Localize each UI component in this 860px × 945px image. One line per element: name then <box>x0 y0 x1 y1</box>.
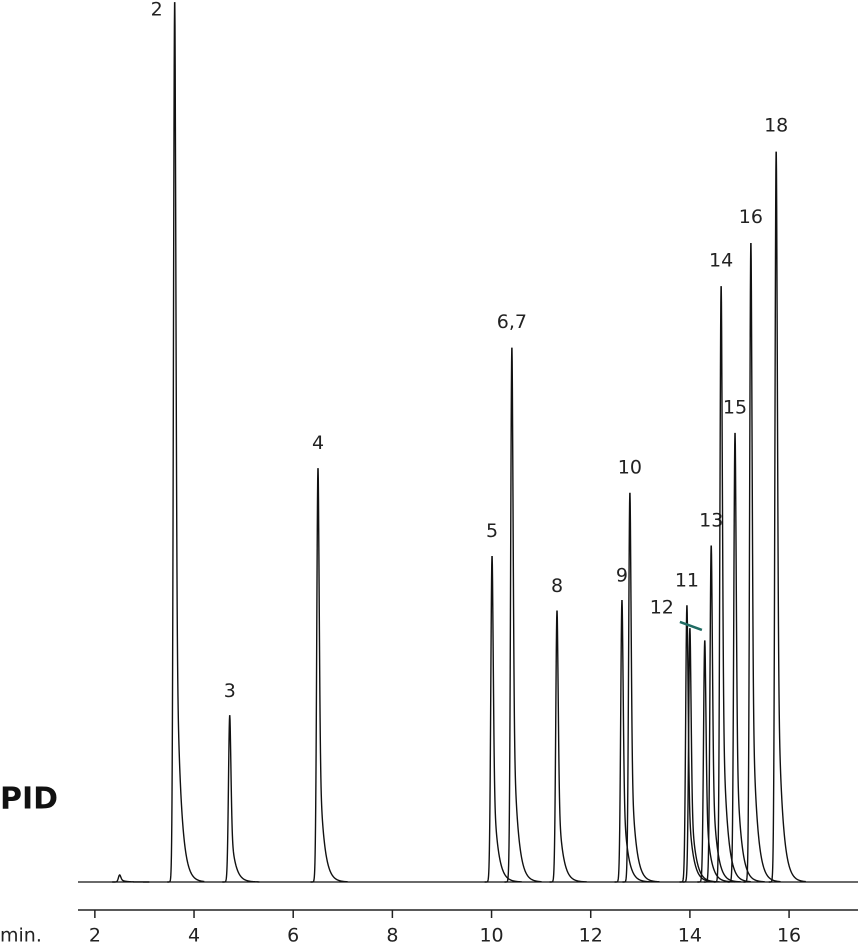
peak-label: 12 <box>650 596 674 618</box>
peak-marker <box>679 620 703 632</box>
peak <box>727 432 765 883</box>
x-tick-label: 4 <box>188 925 200 945</box>
peak <box>679 605 717 883</box>
peak-label: 14 <box>709 249 733 271</box>
peak-label: 4 <box>312 432 324 454</box>
peak <box>622 492 660 883</box>
x-tick-label: 2 <box>89 925 101 945</box>
detector-label: PID <box>0 782 58 817</box>
x-tick-label: 12 <box>579 925 603 945</box>
x-tick-label: 14 <box>678 925 702 945</box>
peak-label: 2 <box>151 0 163 21</box>
x-tick-label: 6 <box>287 925 299 945</box>
peak-label: 13 <box>699 510 723 532</box>
peak-label: 8 <box>551 575 563 597</box>
peak <box>310 468 348 883</box>
peak <box>614 599 652 883</box>
peak-label: 6,7 <box>497 311 527 333</box>
peak <box>112 874 150 883</box>
peak-label: 5 <box>486 520 498 542</box>
x-tick-label: 10 <box>479 925 503 945</box>
peak-label: 3 <box>224 680 236 702</box>
peak <box>743 243 781 883</box>
peak <box>768 151 806 883</box>
peak <box>549 610 587 883</box>
peak <box>504 347 542 883</box>
peak-label: 18 <box>764 114 788 136</box>
peak <box>222 715 260 883</box>
peak <box>484 556 522 883</box>
x-tick-label: 16 <box>777 925 801 945</box>
x-tick-label: 8 <box>386 925 398 945</box>
peak-label: 11 <box>675 570 699 592</box>
peak-label: 15 <box>723 397 747 419</box>
peak <box>167 2 205 883</box>
x-axis-label: min. <box>0 925 42 945</box>
peak-label: 10 <box>618 457 642 479</box>
peak-label: 9 <box>616 564 628 586</box>
peak-label: 16 <box>739 206 763 228</box>
peak <box>703 545 741 883</box>
